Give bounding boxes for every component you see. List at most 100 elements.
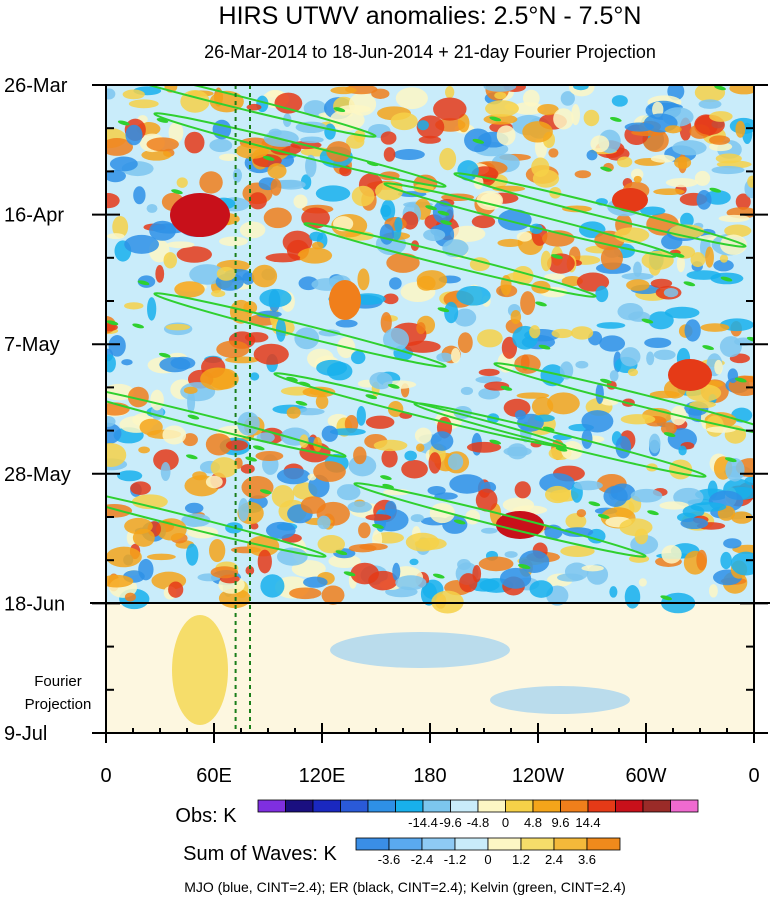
anomaly-cell <box>329 109 365 131</box>
anomaly-cell <box>619 518 653 537</box>
colorbar-swatch <box>532 799 561 813</box>
anomaly-cell <box>590 135 610 153</box>
anomaly-cell <box>276 468 311 485</box>
chart-title: HIRS UTWV anomalies: 2.5°N - 7.5°N <box>219 2 642 30</box>
anomaly-cell <box>313 461 346 482</box>
anomaly-cell <box>209 138 233 153</box>
anomaly-cell <box>439 147 457 171</box>
anomaly-cell <box>664 125 682 134</box>
anomaly-cell <box>205 433 232 456</box>
y-tick-label: 16-Apr <box>4 205 64 227</box>
anomaly-cell <box>665 177 699 188</box>
x-tick-label: 180 <box>413 765 446 787</box>
anomaly-cell <box>644 337 672 349</box>
colorbar-swatch <box>422 799 451 813</box>
anomaly-cell <box>537 103 559 116</box>
anomaly-cell <box>180 89 210 113</box>
anomaly-cell <box>184 131 205 154</box>
kelvin-contour <box>185 454 198 460</box>
anomaly-cell <box>661 422 677 435</box>
kelvin-contour <box>663 432 676 437</box>
projection-anomaly <box>490 686 630 714</box>
anomaly-cell <box>450 225 486 242</box>
anomaly-cell <box>394 217 403 233</box>
anomaly-cell <box>109 156 138 172</box>
anomaly-cell <box>648 311 674 330</box>
anomaly-cell <box>720 551 732 570</box>
anomaly-cell <box>302 386 336 398</box>
anomaly-cell <box>307 473 317 481</box>
anomaly-cell <box>689 400 716 409</box>
kelvin-contour <box>187 414 200 420</box>
colorbar-swatch <box>421 837 456 851</box>
kelvin-contour <box>106 482 327 558</box>
anomaly-cell <box>348 92 377 116</box>
anomaly-cell <box>626 279 650 291</box>
anomaly-cell <box>564 562 589 581</box>
anomaly-cell <box>444 301 459 324</box>
anomaly-cell <box>696 190 712 210</box>
anomaly-cell <box>609 370 619 382</box>
anomaly-core <box>496 511 544 539</box>
anomaly-cell <box>186 543 199 566</box>
y-tick-label: 26-Mar <box>4 75 68 97</box>
kelvin-contour <box>535 301 547 307</box>
anomaly-cell <box>562 527 594 538</box>
anomaly-cell <box>709 135 731 145</box>
anomaly-cell <box>714 359 723 375</box>
anomaly-cell <box>574 170 592 179</box>
x-tick-label: 60W <box>625 765 666 787</box>
anomaly-cell <box>381 448 398 468</box>
anomaly-cell <box>259 288 292 308</box>
anomaly-cell <box>271 485 295 508</box>
anomaly-cell <box>553 108 574 130</box>
anomaly-cell <box>289 587 322 600</box>
anomaly-cell <box>633 175 642 183</box>
projection-anomaly <box>330 632 510 668</box>
anomaly-cell <box>449 474 485 494</box>
colorbar-tick-label: 3.6 <box>578 852 596 867</box>
anomaly-cell <box>532 169 560 188</box>
kelvin-contour <box>489 439 502 445</box>
anomaly-cell <box>321 585 345 605</box>
anomaly-cell <box>356 405 366 426</box>
colorbar-swatch <box>285 799 314 813</box>
colorbar-swatch <box>642 799 671 813</box>
anomaly-cell <box>719 254 729 263</box>
anomaly-cell <box>286 406 301 419</box>
anomaly-cell <box>551 328 573 339</box>
kelvin-contour <box>295 400 308 406</box>
kelvin-contour <box>380 475 392 481</box>
anomaly-cell <box>529 580 554 598</box>
anomaly-cell <box>300 496 326 514</box>
kelvin-contour <box>600 378 612 384</box>
colorbar-tick-label: -1.2 <box>444 852 466 867</box>
anomaly-cell <box>121 359 133 366</box>
colorbar-tick-label: -3.6 <box>378 852 400 867</box>
anomaly-cell <box>653 349 676 360</box>
kelvin-contour <box>106 382 347 458</box>
anomaly-cell <box>502 497 535 513</box>
anomaly-cell <box>297 247 333 264</box>
kelvin-contour <box>353 482 647 558</box>
anomaly-cell <box>317 515 331 530</box>
anomaly-cell <box>392 562 401 581</box>
anomaly-cell <box>457 332 473 354</box>
kelvin-contour <box>156 118 169 123</box>
anomaly-cell <box>417 120 429 131</box>
kelvin-contour <box>262 155 275 161</box>
anomaly-cell <box>106 574 134 588</box>
kelvin-contour <box>245 456 257 462</box>
anomaly-cell <box>326 141 351 162</box>
anomaly-cell <box>117 470 143 482</box>
colorbar-tick-label: 1.2 <box>512 852 530 867</box>
anomaly-cell <box>274 92 303 114</box>
anomaly-cell <box>640 206 666 216</box>
anomaly-cell <box>168 122 184 144</box>
anomaly-cell <box>561 441 583 460</box>
y-tick-label: 18-Jun <box>4 593 65 615</box>
kelvin-contour <box>453 172 747 248</box>
anomaly-core <box>612 188 648 212</box>
anomaly-cell <box>106 192 120 209</box>
anomaly-cell <box>150 389 164 411</box>
